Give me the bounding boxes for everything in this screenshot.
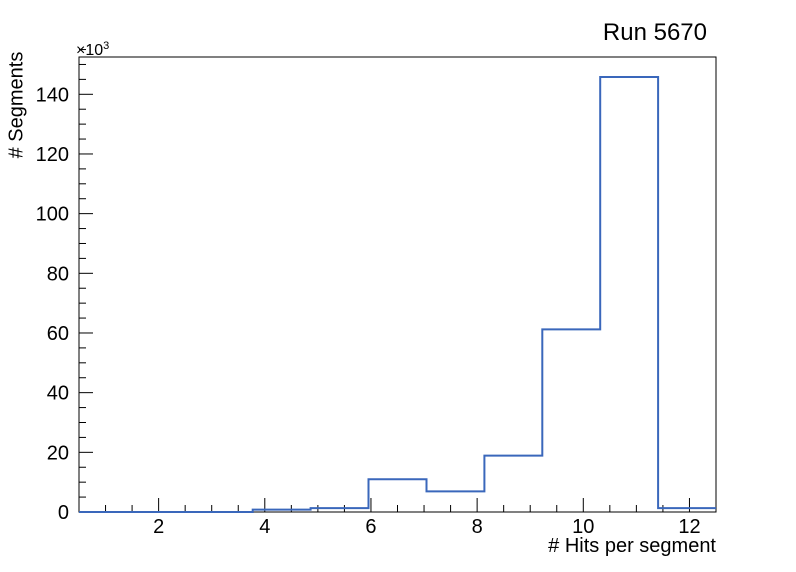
plot-frame — [78, 56, 717, 513]
y-axis-exponent: ×103 — [76, 41, 109, 59]
x-tick-label: 8 — [472, 516, 483, 538]
chart-title: Run 5670 — [602, 19, 707, 46]
histogram-line — [79, 76, 716, 513]
x-tick-label: 2 — [153, 516, 164, 538]
y-tick-label: 140 — [36, 84, 69, 106]
y-tick-label: 120 — [36, 144, 69, 166]
y-tick-label: 0 — [58, 502, 69, 524]
y-axis-exponent-base: ×10 — [76, 42, 104, 59]
y-axis-exponent-power: 3 — [103, 40, 110, 52]
x-tick-label: 12 — [678, 516, 700, 538]
x-axis-title: # Hits per segment — [548, 535, 716, 557]
y-tick-label: 20 — [47, 442, 69, 464]
x-tick-label: 6 — [365, 516, 376, 538]
x-tick-label: 10 — [572, 516, 594, 538]
x-tick-label: 4 — [259, 516, 270, 538]
y-tick-label: 60 — [47, 323, 69, 345]
y-tick-label: 40 — [47, 383, 69, 405]
y-tick-label: 80 — [47, 263, 69, 285]
y-tick-label: 100 — [36, 204, 69, 226]
